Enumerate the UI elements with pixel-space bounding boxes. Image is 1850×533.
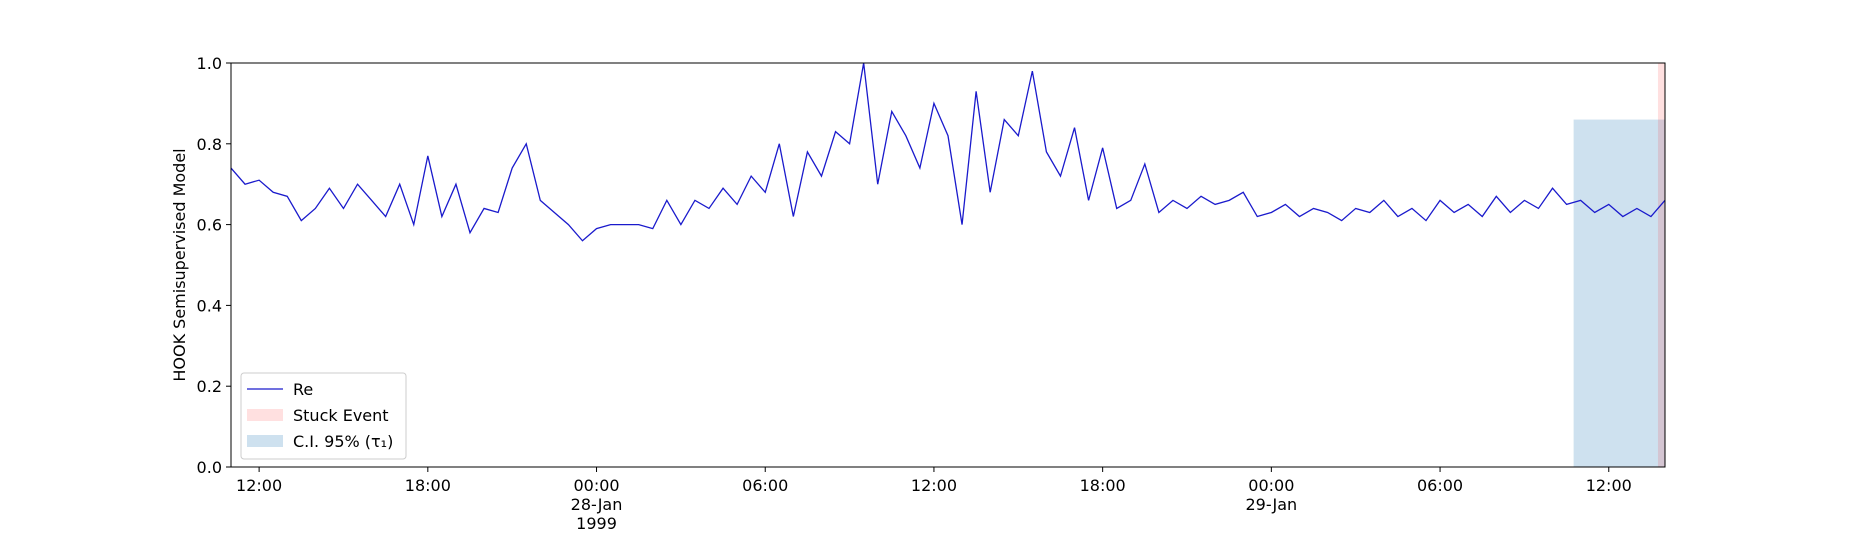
x-tick-label: 06:00	[1416, 476, 1464, 495]
y-tick-label: 0.0	[197, 458, 222, 477]
plot-frame	[230, 62, 1666, 468]
x-tick-label: 12:00	[910, 476, 957, 495]
x-tick-label: 06:00	[742, 476, 789, 495]
y-tick-label: 0.8	[197, 135, 222, 154]
y-tick-label: 1.0	[197, 54, 222, 73]
span	[1573, 119, 1665, 467]
x-tick-label: 18:00	[404, 476, 451, 495]
legend-patch	[247, 409, 283, 421]
y-tick-label: 0.6	[197, 216, 222, 235]
legend-label: C.I. 95% (τ₁)	[293, 432, 393, 451]
legend-box	[240, 372, 407, 460]
x-tick-label: 00:00 28-Jan 1999	[570, 476, 623, 533]
x-tick-label: 18:00	[1079, 476, 1126, 495]
x-tick-label: 00:00 29-Jan	[1245, 476, 1298, 514]
x-tick-label: 12:00	[1585, 476, 1632, 495]
line	[230, 62, 1666, 242]
y-tick-label: 0.4	[197, 296, 222, 315]
y-tick-label: 0.2	[197, 377, 222, 396]
span	[1657, 63, 1665, 467]
y-axis-label: HOOK Semisupervised Model	[170, 148, 189, 381]
legend-label: Re	[293, 380, 313, 399]
legend-patch	[247, 435, 283, 447]
x-tick-label: 12:00	[236, 476, 283, 495]
legend-label: Stuck Event	[293, 406, 389, 425]
